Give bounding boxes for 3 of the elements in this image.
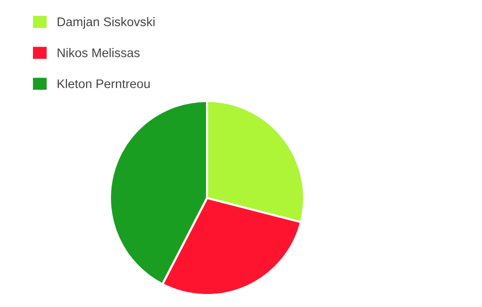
legend-label: Damjan Siskovski [58,17,154,29]
legend-label: Nikos Melissas [58,48,140,58]
legend-label: Kleton Perntreou [58,78,150,88]
